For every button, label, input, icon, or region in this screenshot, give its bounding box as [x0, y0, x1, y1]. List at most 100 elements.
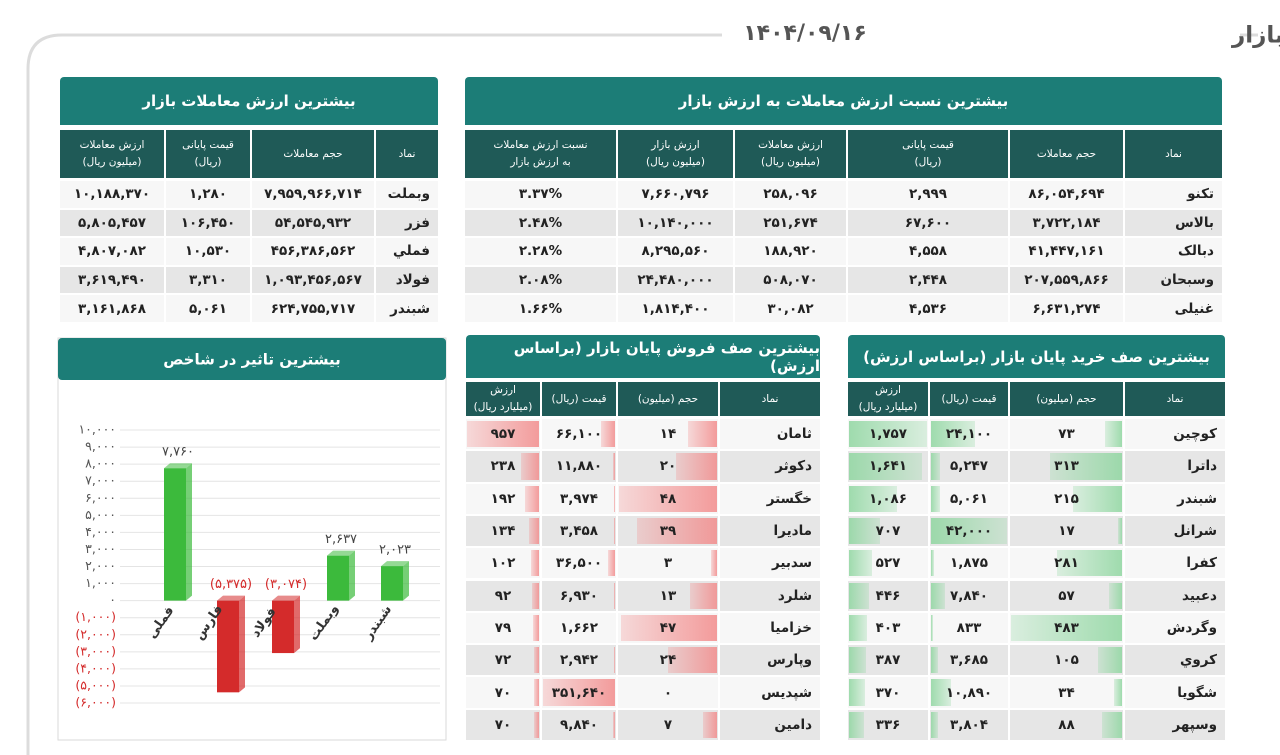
table-cell: ۲۵۸,۰۹۶	[735, 181, 846, 208]
data-bar	[849, 517, 881, 545]
cell-text: ۵,۲۴۷	[949, 458, 989, 475]
column-header-line: ارزش	[875, 384, 901, 396]
table-cell: دعبید	[1125, 580, 1225, 611]
cell-text: ۵۲۷	[875, 555, 901, 572]
column-header: نماد	[376, 130, 438, 178]
table-cell: ۸۸	[1010, 709, 1123, 740]
column-header-line: (ریال)	[194, 156, 222, 168]
data-bar	[533, 647, 539, 674]
column-header-line: نسبت ارزش معاملات	[493, 139, 588, 151]
cell-text: ۳,۴۵۸	[559, 523, 599, 540]
cell-text: ۱,۷۵۷	[868, 426, 908, 443]
table-cell: ۱۰,۸۹۰	[930, 677, 1008, 708]
table-cell: ۱۸۸,۹۲۰	[735, 238, 846, 265]
column-header-line: نماد	[398, 147, 416, 160]
table-cell: ۶,۶۳۱,۲۷۴	[1010, 295, 1123, 322]
column-header-line: حجم (میلیون)	[1036, 392, 1097, 405]
table-cell: ۱۴	[618, 419, 718, 450]
table-cell: ۷۳	[1010, 419, 1123, 450]
cell-text: ۳۶,۵۰۰	[555, 555, 603, 572]
y-tick-label: ۴,۰۰۰	[85, 524, 116, 539]
table-cell: ۲۸۱	[1010, 548, 1123, 579]
table-cell: وگردش	[1125, 612, 1225, 644]
table-cell: ۴,۵۳۶	[848, 295, 1008, 322]
cell-text: ۷	[663, 716, 673, 733]
cell-text: فزر	[404, 214, 430, 231]
cell-text: ۴۱,۴۴۷,۱۶۱	[1028, 243, 1105, 260]
table-cell: کروي	[1125, 645, 1225, 676]
column-header-line: قیمت (ریال)	[941, 392, 997, 405]
table-cell: ۲۳۸	[466, 451, 540, 482]
cell-text: ۷۹	[494, 619, 512, 636]
table-cell: دکوثر	[720, 451, 820, 482]
table-cell: سدبیر	[720, 548, 820, 579]
table-cell: شگويا	[1125, 677, 1225, 708]
cell-text: شرانل	[1173, 523, 1217, 540]
bar-side	[403, 561, 409, 601]
report-date: ۱۴۰۴/۰۹/۱۶	[743, 21, 867, 46]
column-header: ارزش بازار (میلیون ریال)	[618, 130, 733, 178]
cell-text: ۲,۹۴۲	[559, 652, 599, 669]
table-cell: ۵۲۷	[848, 548, 928, 579]
data-bar	[607, 550, 615, 577]
data-bar	[702, 711, 717, 738]
column-header-line: حجم معاملات	[283, 147, 343, 160]
cell-text: ۴۴۶	[875, 587, 901, 604]
data-bar	[531, 550, 539, 577]
column-header: نماد	[1125, 382, 1225, 416]
data-bar	[931, 485, 941, 512]
data-bar	[1050, 453, 1122, 480]
cell-text: ۳,۳۱۰	[188, 272, 228, 289]
column-header-line: (میلیون ریال)	[82, 156, 142, 168]
bar	[327, 555, 349, 601]
table-cell: ۶۶,۱۰۰	[542, 419, 616, 450]
table-cell: ۱,۲۸۰	[166, 181, 250, 208]
table-cell: ۱,۸۱۴,۴۰۰	[618, 295, 733, 322]
column-header-line: (ریال)	[914, 156, 942, 168]
table-cell: ۶۷,۶۰۰	[848, 209, 1008, 237]
cell-text: غنیلی	[1174, 300, 1214, 317]
cell-text: ۱۳	[659, 587, 677, 604]
cell-text: ۱۰,۱۴۰,۰۰۰	[637, 214, 714, 231]
cell-text: ۱,۸۷۵	[949, 555, 989, 572]
data-bar	[521, 453, 539, 480]
column-header: حجم (میلیون)	[1010, 382, 1123, 416]
table-cell: ۵۷	[1010, 580, 1123, 611]
table-cell: ۳,۶۱۹,۴۹۰	[60, 266, 164, 294]
cell-text: ۸,۲۹۵,۵۶۰	[641, 243, 710, 260]
table-cell: ۱,۶۴۱	[848, 451, 928, 482]
column-header-line: نماد	[1165, 147, 1182, 160]
table-cell: ۵,۰۶۱	[930, 483, 1008, 514]
cell-text: ۴۵۶,۳۸۶,۵۶۲	[270, 243, 356, 260]
column-header: قیمت پایانی (ریال)	[166, 130, 250, 178]
table-cell: ۱,۷۵۷	[848, 419, 928, 450]
data-bar	[637, 517, 717, 545]
cell-text: کروي	[1179, 652, 1217, 669]
bar	[272, 600, 294, 654]
data-bar	[543, 679, 615, 706]
column-header: حجم (میلیون)	[618, 382, 718, 416]
column-header-line: (میلیون ریال)	[761, 156, 820, 168]
cell-text: ۲۰	[659, 458, 677, 475]
table-cell: ۲,۹۹۹	[848, 181, 1008, 208]
table-cell: تکنو	[1125, 181, 1222, 208]
cell-text: ۶,۹۳۰	[559, 587, 599, 604]
column-header-line: ارزش بازار	[651, 139, 700, 151]
data-bar	[621, 614, 717, 642]
data-bar	[1114, 679, 1122, 706]
table-cell: ۱۰۵	[1010, 645, 1123, 676]
table-cell: وبملت	[376, 181, 438, 208]
column-header: قیمت پایانی (ریال)	[848, 130, 1008, 178]
cell-text: ۳۴	[1058, 684, 1075, 701]
data-bar	[467, 421, 539, 448]
cell-text: ۸۳۳	[956, 619, 982, 636]
cell-text: ۱۳۴	[490, 523, 516, 540]
table-cell: ۳۸۷	[848, 645, 928, 676]
column-header: ارزش (میلیارد ریال)	[466, 382, 540, 416]
table-cell: دبالک	[1125, 238, 1222, 265]
table-cell: ۱,۰۹۳,۴۵۶,۵۶۷	[252, 266, 374, 294]
table-cell: وسبحان	[1125, 266, 1222, 294]
cell-text: بالاس	[1175, 214, 1214, 231]
chart-header	[58, 338, 446, 380]
